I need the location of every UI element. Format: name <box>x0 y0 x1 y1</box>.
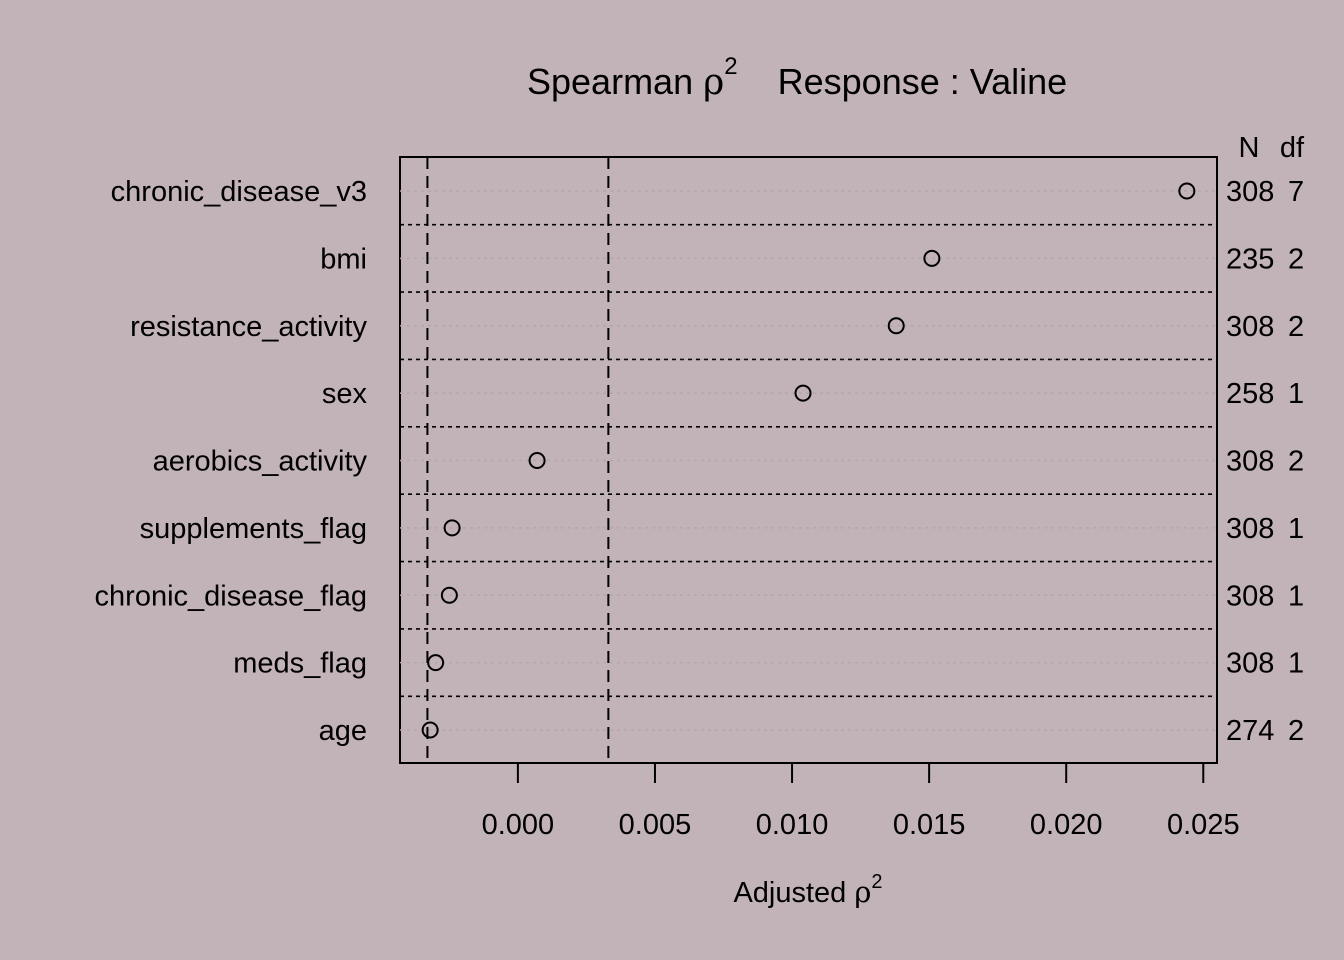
x-tick-label: 0.025 <box>1167 809 1240 841</box>
data-point <box>794 384 812 402</box>
n-value: 308 <box>1226 176 1274 208</box>
row-label: sex <box>322 378 368 410</box>
df-value: 1 <box>1288 513 1304 545</box>
x-tick-label: 0.010 <box>756 809 829 841</box>
data-point <box>440 586 458 604</box>
n-value: 308 <box>1226 311 1274 343</box>
row-label: bmi <box>320 243 367 275</box>
xlabel-superscript: 2 <box>871 871 882 893</box>
x-tick-label: 0.020 <box>1030 809 1103 841</box>
row-label: age <box>319 715 367 747</box>
row-label: aerobics_activity <box>153 446 368 478</box>
reference-lines <box>426 157 610 763</box>
df-value: 2 <box>1288 311 1304 343</box>
title-suffix: Response : Valine <box>778 61 1068 102</box>
n-values: 308 235 308 258 308 308 308 308 274 <box>1226 176 1274 747</box>
header-n: N <box>1239 132 1260 164</box>
xlabel-rho: ρ <box>854 875 871 909</box>
data-point <box>923 249 941 267</box>
df-value: 2 <box>1288 715 1304 747</box>
x-tick-label: 0.015 <box>893 809 966 841</box>
xlabel-prefix: Adjusted <box>733 877 854 909</box>
row-label: chronic_disease_v3 <box>111 176 367 208</box>
df-value: 7 <box>1288 176 1304 208</box>
df-value: 1 <box>1288 378 1304 410</box>
row-label: supplements_flag <box>140 513 367 545</box>
n-value: 235 <box>1226 243 1274 275</box>
data-point <box>427 654 445 672</box>
df-value: 1 <box>1288 580 1304 612</box>
n-value: 308 <box>1226 580 1274 612</box>
n-value: 308 <box>1226 513 1274 545</box>
x-tick-label: 0.000 <box>482 809 555 841</box>
data-points <box>421 182 1196 739</box>
df-value: 2 <box>1288 446 1304 478</box>
data-point <box>443 519 461 537</box>
x-tick-label: 0.005 <box>619 809 692 841</box>
title-rho: ρ <box>703 62 724 103</box>
n-value: 274 <box>1226 715 1274 747</box>
row-grid-lines <box>400 190 1217 731</box>
row-separators <box>400 223 1217 698</box>
df-value: 1 <box>1288 648 1304 680</box>
x-axis: 0.000 0.005 0.010 0.015 0.020 0.025 <box>482 762 1240 841</box>
title-superscript: 2 <box>724 53 737 80</box>
title-prefix: Spearman <box>527 61 703 102</box>
row-label: meds_flag <box>233 648 367 680</box>
n-value: 258 <box>1226 378 1274 410</box>
data-point <box>528 452 546 469</box>
data-point <box>421 721 439 739</box>
n-value: 308 <box>1226 446 1274 478</box>
data-point <box>887 317 905 335</box>
header-df: df <box>1280 132 1305 164</box>
row-label: resistance_activity <box>130 311 367 343</box>
chart-title: Spearman ρ2 Response : Valine <box>527 53 1067 103</box>
data-point <box>1178 182 1196 200</box>
n-value: 308 <box>1226 648 1274 680</box>
df-value: 2 <box>1288 243 1304 275</box>
x-axis-label: Adjusted ρ2 <box>733 871 882 909</box>
row-label: chronic_disease_flag <box>95 580 367 612</box>
df-values: 7 2 2 1 2 1 1 1 2 <box>1288 176 1304 747</box>
